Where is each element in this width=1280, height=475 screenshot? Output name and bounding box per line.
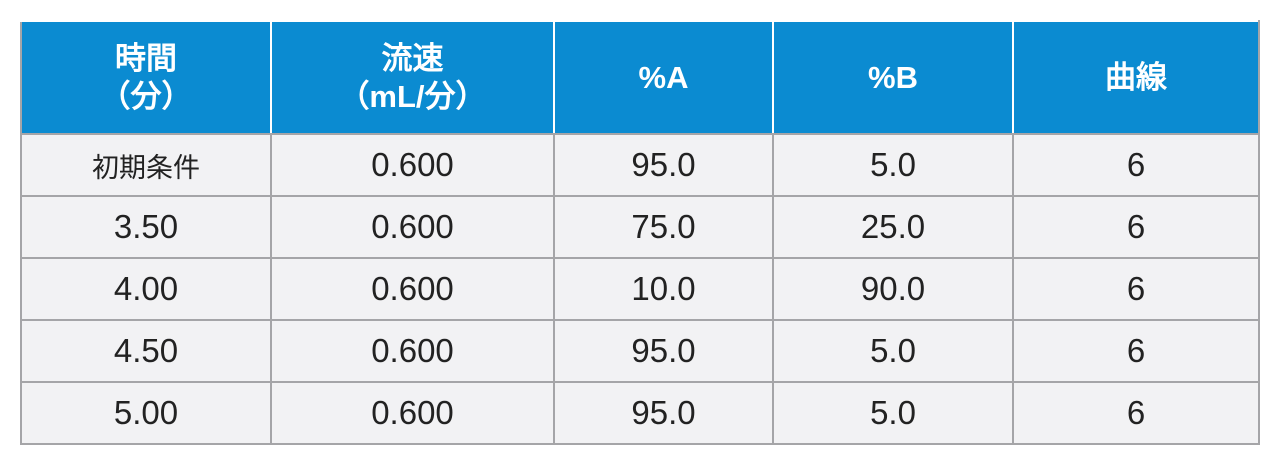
table-row: 3.50 0.600 75.0 25.0 6 (20, 195, 1260, 259)
header-text: %B (868, 59, 918, 95)
header-text: 曲線 (1105, 59, 1167, 95)
table-cell: 75.0 (553, 195, 774, 259)
table-cell: 5.0 (772, 319, 1014, 383)
header-cell: 曲線 (1012, 20, 1260, 135)
header-text: 流速 (381, 40, 444, 76)
table-cell: 6 (1012, 257, 1260, 321)
table-cell: 0.600 (270, 381, 555, 445)
header-text: %A (638, 59, 689, 95)
table-cell: 5.0 (772, 133, 1014, 197)
table-cell: 0.600 (270, 195, 555, 259)
table-cell: 4.50 (20, 319, 272, 383)
table-cell: 95.0 (553, 133, 774, 197)
table-cell: 5.00 (20, 381, 272, 445)
table-cell: 25.0 (772, 195, 1014, 259)
table-cell: 6 (1012, 381, 1260, 445)
header-cell: %A (553, 20, 774, 135)
table-row: 5.00 0.600 95.0 5.0 6 (20, 381, 1260, 445)
table-cell: 0.600 (270, 319, 555, 383)
table-cell: 95.0 (553, 319, 774, 383)
header-row: 時間 （分） 流速 （mL/分） %A %B 曲線 (20, 20, 1260, 135)
gradient-table: 時間 （分） 流速 （mL/分） %A %B 曲線 初期条件 0.600 95.0 5.0 6 3.5… (20, 20, 1260, 445)
header-cell: %B (772, 20, 1014, 135)
table-cell: 95.0 (553, 381, 774, 445)
table-row: 4.00 0.600 10.0 90.0 6 (20, 257, 1260, 321)
table-header: 時間 （分） 流速 （mL/分） %A %B 曲線 (20, 20, 1260, 135)
table-body: 初期条件 0.600 95.0 5.0 6 3.50 0.600 75.0 25.0 6 4.00 0… (20, 133, 1260, 445)
table-row: 4.50 0.600 95.0 5.0 6 (20, 319, 1260, 383)
table-cell: 0.600 (270, 257, 555, 321)
table-cell: 6 (1012, 133, 1260, 197)
table-cell: 0.600 (270, 133, 555, 197)
header-text: （mL/分） (338, 78, 487, 114)
header-cell: 時間 （分） (20, 20, 272, 135)
table-cell: 4.00 (20, 257, 272, 321)
header-cell: 流速 （mL/分） (270, 20, 555, 135)
header-text: 時間 (115, 40, 177, 76)
table-cell: 10.0 (553, 257, 774, 321)
table-cell: 5.0 (772, 381, 1014, 445)
table-cell: 3.50 (20, 195, 272, 259)
table-cell: 初期条件 (20, 133, 272, 197)
table-row: 初期条件 0.600 95.0 5.0 6 (20, 133, 1260, 197)
table-cell: 6 (1012, 195, 1260, 259)
table-cell: 90.0 (772, 257, 1014, 321)
header-text: （分） (99, 78, 193, 114)
table-cell: 6 (1012, 319, 1260, 383)
